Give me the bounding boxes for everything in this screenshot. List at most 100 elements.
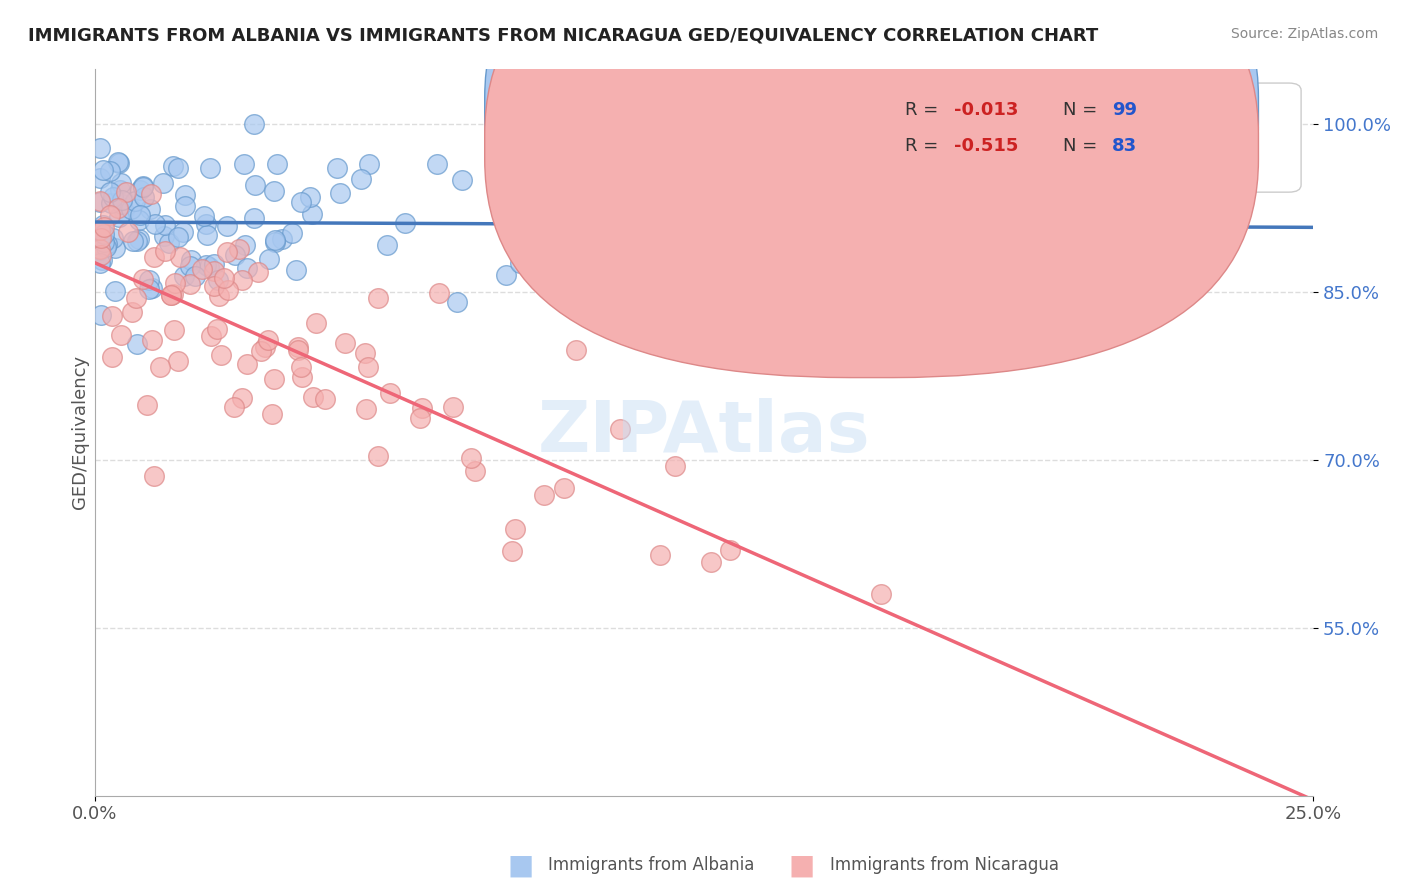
Point bbox=[335, 335, 357, 350]
Point bbox=[100, 309, 122, 323]
Point bbox=[91, 252, 114, 267]
Text: N =: N = bbox=[1063, 137, 1104, 155]
Point bbox=[143, 468, 166, 483]
Point bbox=[250, 343, 273, 358]
Point bbox=[509, 256, 531, 270]
Point bbox=[167, 229, 190, 244]
Y-axis label: GED/Equivalency: GED/Equivalency bbox=[72, 355, 89, 509]
Point bbox=[90, 308, 112, 322]
Point bbox=[264, 235, 287, 249]
Point bbox=[285, 263, 308, 277]
Point bbox=[224, 248, 246, 262]
Point bbox=[108, 210, 131, 224]
Point bbox=[180, 252, 202, 267]
Point bbox=[533, 488, 555, 502]
Text: R =: R = bbox=[905, 137, 943, 155]
Point bbox=[236, 261, 259, 276]
Point bbox=[166, 161, 188, 176]
Text: -0.013: -0.013 bbox=[953, 101, 1018, 119]
Point bbox=[132, 190, 155, 204]
Point bbox=[111, 193, 134, 207]
Point bbox=[222, 401, 245, 415]
Point bbox=[446, 294, 468, 309]
Point bbox=[357, 359, 380, 374]
Point bbox=[233, 237, 256, 252]
Point bbox=[281, 226, 304, 240]
Point bbox=[305, 316, 328, 330]
Point bbox=[139, 202, 162, 217]
Point bbox=[129, 183, 152, 197]
Point bbox=[184, 268, 207, 283]
Point bbox=[190, 261, 212, 276]
Point bbox=[89, 141, 111, 155]
Point bbox=[287, 339, 309, 353]
Point bbox=[110, 176, 132, 190]
Point bbox=[450, 173, 472, 187]
Point bbox=[89, 170, 111, 185]
Point bbox=[160, 288, 183, 302]
Point bbox=[162, 287, 184, 301]
FancyBboxPatch shape bbox=[825, 83, 1301, 192]
Point bbox=[426, 157, 449, 171]
Point bbox=[172, 226, 194, 240]
Point bbox=[441, 400, 464, 414]
Point bbox=[104, 242, 127, 256]
Point bbox=[155, 218, 177, 232]
Point bbox=[501, 544, 523, 558]
Point bbox=[208, 288, 231, 302]
Point bbox=[107, 154, 129, 169]
Point bbox=[143, 251, 166, 265]
Point bbox=[510, 169, 533, 183]
Point bbox=[117, 225, 139, 239]
Point bbox=[98, 185, 121, 199]
Point bbox=[246, 265, 269, 279]
Text: -0.515: -0.515 bbox=[953, 137, 1018, 155]
Point bbox=[165, 276, 187, 290]
Text: Immigrants from Nicaragua: Immigrants from Nicaragua bbox=[830, 856, 1059, 874]
Point bbox=[870, 587, 893, 601]
Point bbox=[115, 185, 138, 199]
Point bbox=[132, 178, 155, 193]
Point bbox=[89, 243, 111, 257]
Point bbox=[243, 211, 266, 225]
Point bbox=[90, 248, 112, 262]
Point bbox=[367, 449, 389, 463]
Point bbox=[195, 217, 218, 231]
Point bbox=[89, 194, 111, 209]
Point bbox=[169, 251, 191, 265]
Point bbox=[128, 231, 150, 245]
Point bbox=[143, 218, 166, 232]
Point bbox=[263, 372, 285, 386]
Point bbox=[209, 348, 232, 362]
Text: IMMIGRANTS FROM ALBANIA VS IMMIGRANTS FROM NICARAGUA GED/EQUIVALENCY CORRELATION: IMMIGRANTS FROM ALBANIA VS IMMIGRANTS FR… bbox=[28, 27, 1098, 45]
Text: ZIPAtlas: ZIPAtlas bbox=[537, 398, 870, 467]
Point bbox=[141, 333, 163, 347]
Point bbox=[104, 285, 127, 299]
Point bbox=[503, 522, 526, 536]
Point bbox=[91, 219, 114, 233]
Point bbox=[138, 272, 160, 286]
Point bbox=[253, 340, 276, 354]
Point bbox=[287, 343, 309, 358]
Point bbox=[138, 282, 160, 296]
Point bbox=[141, 281, 163, 295]
Point bbox=[197, 260, 219, 275]
Point bbox=[202, 279, 225, 293]
Point bbox=[173, 269, 195, 284]
Point bbox=[200, 329, 222, 343]
Point bbox=[350, 172, 373, 186]
Point bbox=[217, 244, 239, 259]
Point bbox=[174, 199, 197, 213]
Point bbox=[378, 386, 401, 401]
Point bbox=[94, 239, 117, 253]
Point bbox=[93, 220, 115, 235]
Point bbox=[291, 370, 314, 384]
Point bbox=[609, 422, 631, 436]
Point bbox=[314, 392, 336, 406]
Text: ■: ■ bbox=[508, 851, 533, 880]
Point bbox=[125, 336, 148, 351]
Point bbox=[207, 273, 229, 287]
Point bbox=[153, 244, 176, 259]
Text: R =: R = bbox=[905, 101, 943, 119]
Point bbox=[271, 231, 294, 245]
